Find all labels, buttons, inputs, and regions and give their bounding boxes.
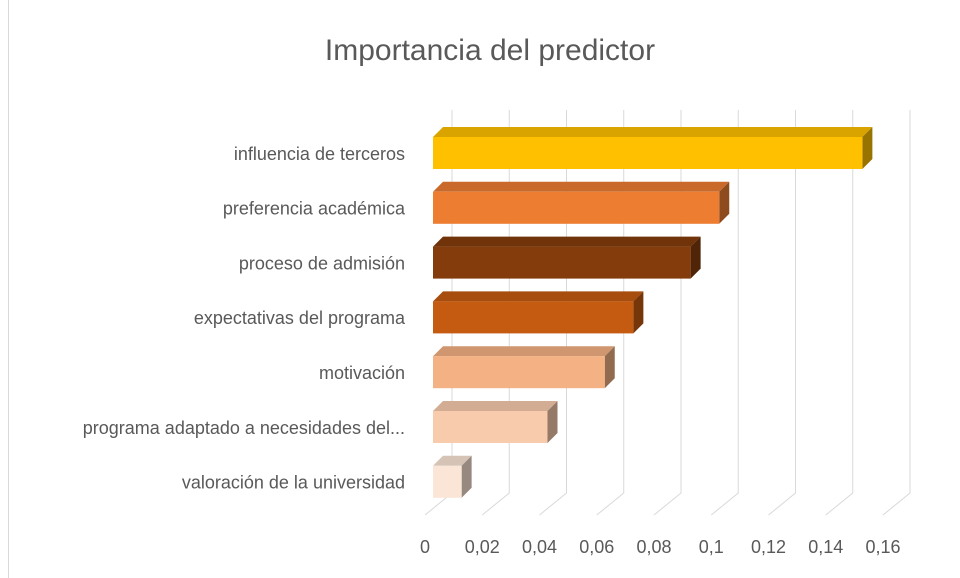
bar [433,301,634,334]
x-tick-label: 0,06 [579,537,614,557]
bar [433,246,691,279]
bar-side [633,291,644,334]
bar-side [547,401,558,443]
grid-line [882,110,911,516]
y-tick-label: programa adaptado a necesidades del... [83,418,405,438]
y-tick-label: expectativas del programa [194,308,406,328]
bar-side [690,236,701,279]
x-tick-label: 0,12 [751,537,786,557]
grid-line [768,110,796,516]
x-tick-label: 0 [420,537,430,557]
bar-top [433,236,701,247]
bar-top [433,127,873,137]
bar-side [604,346,615,389]
bar-side [719,181,730,224]
bar-top [433,401,558,411]
x-tick-label: 0,1 [699,537,724,557]
y-tick-label: proceso de admisión [239,253,405,273]
grid-line [710,110,739,516]
bar-top [433,181,730,192]
bar-side [461,455,472,498]
y-tick-label: influencia de terceros [234,144,405,164]
x-tick-label: 0,04 [522,537,557,557]
bar [433,191,720,224]
grid-line [825,110,854,516]
y-tick-label: preferencia académica [223,199,406,219]
bar-top [433,291,644,302]
chart-title: Importancia del predictor [325,34,655,67]
bar [433,411,548,443]
bar-top [433,455,472,466]
y-tick-label: motivación [319,363,405,383]
y-tick-label: valoración de la universidad [182,473,405,493]
x-tick-label: 0,14 [808,537,843,557]
bar [433,465,462,498]
bar-side [862,127,873,169]
bar-top [433,346,615,357]
bar [433,137,863,169]
x-tick-label: 0,16 [865,537,900,557]
x-tick-label: 0,08 [636,537,671,557]
chart-frame [8,0,960,578]
bar [433,356,605,389]
x-tick-label: 0,02 [465,537,500,557]
